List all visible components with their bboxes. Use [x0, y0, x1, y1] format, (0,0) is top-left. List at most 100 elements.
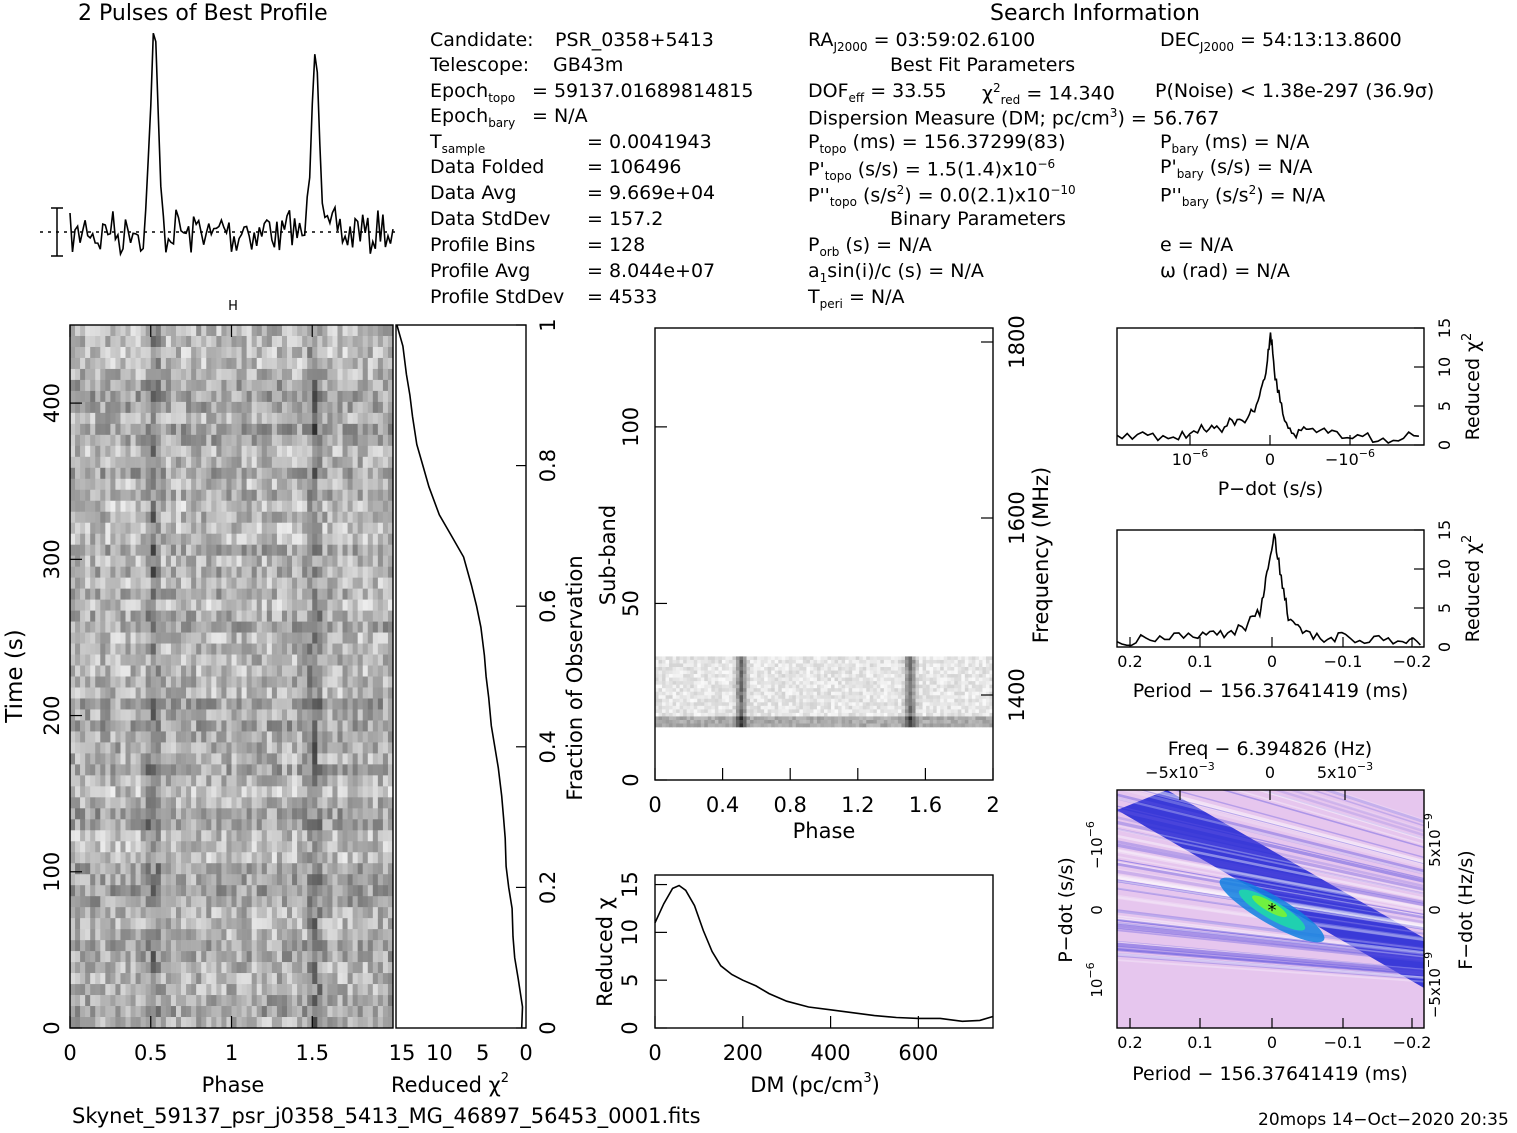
time-phase-cell — [236, 819, 242, 831]
time-phase-cell — [115, 368, 121, 381]
time-phase-cell — [332, 599, 338, 611]
time-phase-cell — [80, 489, 86, 502]
time-phase-cell — [276, 335, 283, 348]
time-phase-cell — [312, 687, 318, 699]
time-phase-cell — [165, 544, 172, 556]
time-phase-cell — [70, 566, 76, 578]
time-phase-cell — [221, 742, 227, 754]
time-phase-cell — [231, 544, 237, 556]
time-phase-cell — [271, 874, 278, 886]
time-phase-cell — [216, 709, 222, 721]
time-phase-cell — [110, 973, 116, 985]
time-phase-cell — [317, 830, 323, 842]
time-phase-cell — [266, 467, 273, 480]
time-phase-cell — [150, 797, 157, 809]
time-phase-cell — [90, 456, 96, 469]
time-phase-cell — [251, 434, 258, 447]
time-phase-cell — [196, 731, 202, 743]
time-phase-cell — [302, 676, 308, 688]
time-phase-cell — [367, 940, 374, 952]
time-phase-cell — [150, 599, 157, 611]
time-phase-cell — [226, 742, 232, 754]
time-phase-cell — [352, 709, 358, 721]
subband-cell — [912, 663, 916, 668]
subband-cell — [728, 663, 733, 668]
time-phase-cell — [140, 742, 147, 754]
time-phase-cell — [312, 555, 318, 567]
time-phase-cell — [160, 390, 167, 403]
time-phase-cell — [342, 500, 348, 513]
time-phase-cell — [130, 731, 136, 743]
time-phase-cell — [231, 995, 237, 1007]
time-phase-cell — [241, 456, 247, 469]
time-phase-cell — [80, 390, 86, 403]
time-phase-cell — [160, 984, 167, 996]
time-phase-cell — [85, 379, 91, 392]
time-phase-cell — [377, 643, 384, 655]
time-phase-cell — [292, 610, 298, 622]
subband-cell — [876, 667, 881, 671]
time-phase-cell — [367, 500, 374, 513]
time-phase-cell — [332, 390, 338, 403]
time-phase-cell — [201, 676, 207, 688]
time-phase-cell — [236, 357, 242, 370]
time-phase-cell — [125, 632, 131, 644]
time-phase-cell — [191, 962, 197, 974]
time-phase-cell — [307, 588, 313, 600]
time-phase-cell — [231, 731, 237, 743]
subband-cell — [725, 659, 730, 664]
time-phase-cell — [251, 401, 258, 414]
subband-cell — [735, 681, 740, 685]
subband-cell — [690, 663, 695, 668]
subband-cell — [665, 659, 670, 664]
time-phase-cell — [287, 566, 293, 578]
time-phase-cell — [206, 544, 212, 556]
time-phase-cell — [130, 786, 136, 798]
subband-cell — [985, 674, 990, 678]
time-phase-cell — [322, 764, 328, 776]
time-phase-cell — [125, 456, 131, 469]
time-phase-cell — [382, 577, 389, 589]
time-phase-cell — [377, 885, 384, 897]
time-phase-cell — [155, 489, 162, 502]
time-phase-cell — [201, 478, 207, 491]
time-phase-cell — [191, 434, 197, 447]
subband-cell — [936, 670, 941, 675]
subband-cell — [792, 674, 797, 678]
time-phase-cell — [317, 676, 323, 688]
time-phase-cell — [382, 401, 389, 414]
time-phase-cell — [226, 423, 232, 436]
time-phase-cell — [196, 368, 202, 381]
time-phase-cell — [281, 819, 288, 831]
time-phase-cell — [160, 885, 167, 897]
time-phase-cell — [196, 907, 202, 919]
time-phase-cell — [251, 775, 258, 787]
time-phase-cell — [226, 346, 232, 359]
time-phase-cell — [115, 852, 121, 864]
subband-cell — [714, 663, 719, 668]
time-phase-cell — [307, 478, 313, 491]
time-phase-cell — [387, 984, 394, 996]
time-phase-cell — [256, 951, 263, 963]
time-phase-cell — [322, 544, 328, 556]
time-phase-cell — [160, 687, 167, 699]
time-phase-cell — [186, 918, 192, 930]
time-phase-cell — [140, 566, 147, 578]
time-phase-cell — [105, 610, 111, 622]
time-phase-cell — [165, 588, 172, 600]
time-phase-cell — [256, 731, 263, 743]
time-phase-cell — [186, 676, 192, 688]
time-phase-cell — [292, 962, 298, 974]
time-phase-cell — [186, 929, 192, 941]
time-phase-cell — [327, 775, 333, 787]
time-phase-cell — [342, 379, 348, 392]
time-phase-cell — [246, 775, 252, 787]
time-phase-cell — [372, 522, 379, 534]
time-phase-cell — [226, 775, 232, 787]
time-phase-cell — [135, 544, 141, 556]
time-phase-cell — [332, 368, 338, 381]
time-phase-cell — [135, 764, 141, 776]
time-phase-cell — [337, 500, 343, 513]
time-phase-cell — [135, 951, 141, 963]
time-phase-cell — [201, 665, 207, 677]
